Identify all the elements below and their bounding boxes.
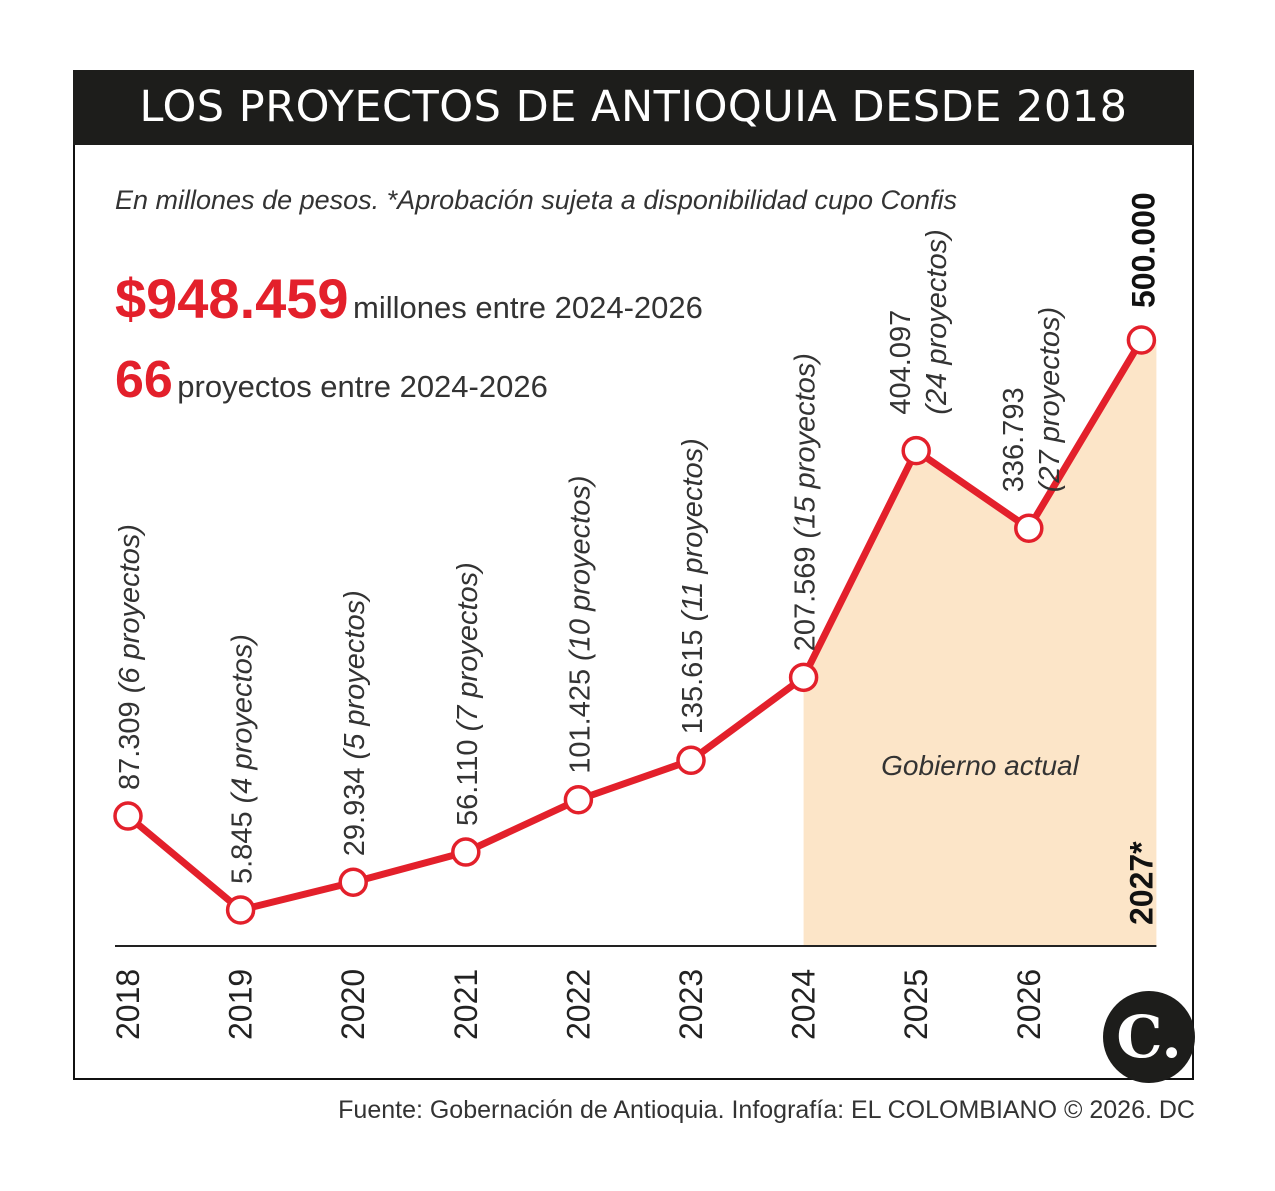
x-tick-label: 2019 — [223, 969, 259, 1040]
data-point — [113, 801, 143, 831]
data-point — [1014, 513, 1044, 544]
stat-projects-text: proyectos entre 2024-2026 — [177, 369, 548, 404]
stat-amount-text: millones entre 2024-2026 — [353, 290, 703, 325]
x-tick-label: 2024 — [786, 969, 822, 1040]
data-point — [338, 867, 368, 897]
stat-projects-value: 66 — [115, 351, 173, 409]
data-point — [563, 785, 594, 815]
data-label: 5.845 (4 proyectos) — [227, 634, 259, 884]
data-label-projects: (27 proyectos) — [1034, 307, 1066, 492]
data-point — [788, 662, 819, 693]
data-point — [676, 745, 706, 776]
x-tick-label: 2026 — [1011, 969, 1047, 1040]
x-tick-label: 2018 — [110, 969, 146, 1040]
stat-projects: 66 proyectos entre 2024-2026 — [115, 350, 548, 410]
data-label-projects: (24 proyectos) — [921, 229, 953, 414]
data-label: 135.615 (11 proyectos) — [677, 438, 709, 734]
x-tick-label: 2023 — [673, 969, 709, 1040]
data-label: 101.425 (10 proyectos) — [564, 476, 596, 774]
stat-amount-value: $948.459 — [115, 267, 349, 330]
x-tick-label: 2020 — [335, 969, 371, 1040]
data-label: 336.793 — [998, 387, 1030, 492]
data-point — [451, 837, 481, 867]
x-tick-label: 2022 — [560, 969, 596, 1040]
data-label: 56.110 (7 proyectos) — [452, 562, 484, 826]
data-point — [901, 435, 931, 466]
stat-amount: $948.459 millones entre 2024-2026 — [115, 266, 703, 331]
x-tick-label: 2027* — [1123, 841, 1159, 925]
series-line — [125, 338, 1145, 914]
shaded-area-label: Gobierno actual — [881, 750, 1079, 781]
el-colombiano-logo: C. — [1103, 991, 1195, 1083]
source-note: Fuente: Gobernación de Antioquia. Infogr… — [338, 1096, 1195, 1124]
chart-subtitle: En millones de pesos. *Aprobación sujeta… — [115, 185, 958, 215]
data-label: 29.934 (5 proyectos) — [339, 590, 371, 856]
chart-title: LOS PROYECTOS DE ANTIOQUIA DESDE 2018 — [73, 70, 1194, 145]
data-label: 404.097 — [885, 310, 917, 415]
data-label: 87.309 (6 proyectos) — [114, 524, 146, 790]
data-point — [1126, 325, 1157, 355]
data-label: 207.569 (15 proyectos) — [790, 353, 822, 651]
data-label: 500.000 — [1125, 192, 1161, 308]
data-point — [225, 895, 256, 925]
x-tick-label: 2021 — [448, 969, 484, 1040]
x-tick-label: 2025 — [898, 969, 934, 1040]
shaded-area-current-government — [803, 340, 1157, 946]
